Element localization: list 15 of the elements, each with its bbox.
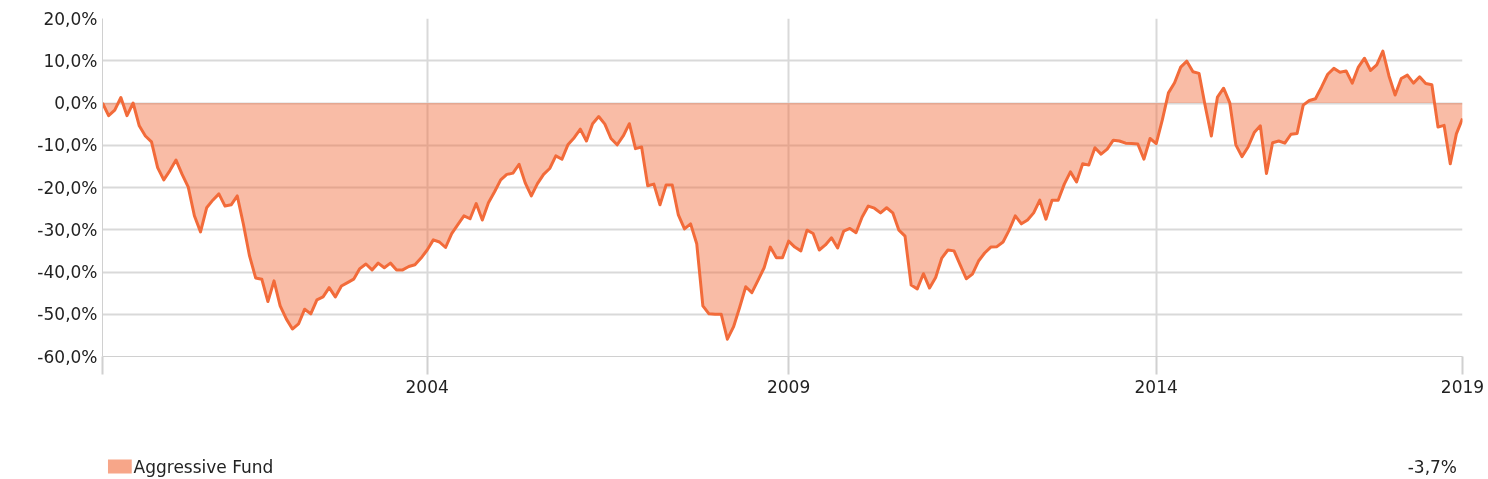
legend-label: Aggressive Fund <box>133 456 274 477</box>
x-tick-label: 2014 <box>1134 376 1178 397</box>
y-tick-label: -40,0% <box>37 262 98 282</box>
y-tick-label: -10,0% <box>37 135 98 156</box>
y-tick-label: 10,0% <box>43 50 98 71</box>
x-tick-label: 2019 <box>1440 376 1485 397</box>
x-tick-label: 2004 <box>405 376 449 397</box>
y-tick-label: 0,0% <box>54 93 98 113</box>
y-tick-label: 20,0% <box>43 8 98 29</box>
y-tick-label: -50,0% <box>37 304 98 325</box>
x-tick-label: 2009 <box>766 376 811 397</box>
text: -3,7% <box>1407 456 1458 477</box>
y-tick-label: -60,0% <box>37 346 98 367</box>
y-tick-label: -20,0% <box>37 177 98 198</box>
y-tick-label: -30,0% <box>37 219 98 240</box>
